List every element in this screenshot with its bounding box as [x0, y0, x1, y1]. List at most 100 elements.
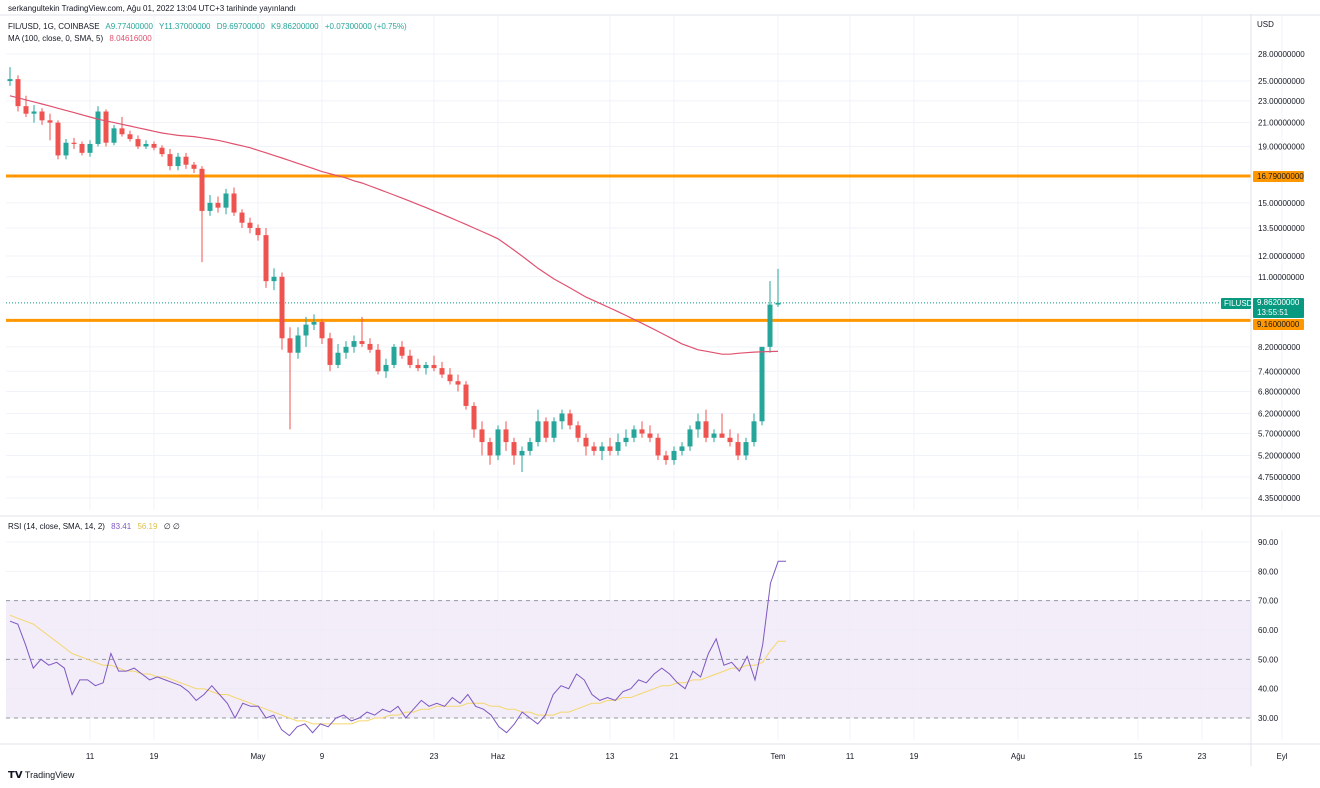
rsi-series [9, 560, 786, 737]
candle-body [663, 455, 669, 461]
candle-body [655, 437, 661, 456]
ohlc-change: +0.07300000 (+0.75%) [324, 22, 407, 31]
level-high-tag: 16.79000000 [1253, 171, 1304, 182]
rsi-tick-label: 60.00 [1258, 626, 1279, 635]
candle-body [591, 446, 597, 451]
candle-body [439, 368, 445, 375]
rsi-tick-label: 30.00 [1258, 714, 1279, 723]
candle-body [239, 212, 245, 223]
time-tick-label: 23 [430, 752, 439, 761]
time-tick-label: 19 [910, 752, 919, 761]
ma-legend: MA (100, close, 0, SMA, 5) 8.04616000 [8, 34, 156, 43]
candle-body [39, 111, 45, 121]
candle-body [15, 79, 21, 107]
candle-body [47, 120, 53, 123]
ma-label[interactable]: MA (100, close, 0, SMA, 5) [8, 34, 104, 43]
candle-body [199, 168, 205, 211]
candle-body [303, 324, 309, 336]
candle-body [271, 276, 277, 282]
candle-body [471, 405, 477, 430]
candle-body [111, 128, 117, 143]
candle-body [175, 156, 181, 167]
candle-body [95, 111, 101, 144]
brand-label: TradingView [24, 770, 75, 780]
candle-body [759, 346, 765, 422]
time-tick-label: 11 [846, 752, 855, 761]
time-tick-label: May [250, 752, 265, 761]
currency-label: USD [1257, 20, 1274, 29]
candle-body [519, 450, 525, 456]
tradingview-logo[interactable]: 𝗧𝗩 TradingView [8, 770, 74, 781]
candle-body [567, 413, 573, 426]
candle-body [143, 143, 149, 147]
time-tick-label: 21 [670, 752, 679, 761]
candle-body [775, 302, 781, 305]
symbol-label[interactable]: FIL/USD, 1G, COINBASE [8, 22, 100, 31]
candle-body [463, 384, 469, 406]
candle-body [575, 425, 581, 438]
candle-body [119, 128, 125, 135]
candle-body [391, 346, 397, 365]
candle-body [351, 341, 357, 347]
candle-body [247, 222, 253, 228]
rsi-tick-label: 50.00 [1258, 655, 1279, 664]
candle-body [423, 364, 429, 369]
candle-body [375, 349, 381, 372]
candle-body [647, 433, 653, 438]
price-tick-label: 6.20000000 [1258, 409, 1301, 418]
rsi-ma-value: 56.19 [137, 522, 158, 531]
price-tick-label: 5.70000000 [1258, 430, 1301, 439]
tv-logo-icon: 𝗧𝗩 [8, 770, 23, 781]
candle-body [415, 364, 421, 369]
candle-body [311, 322, 317, 325]
candle-body [71, 142, 77, 144]
candle-body [151, 143, 157, 148]
candle-body [159, 147, 165, 155]
rsi-band [6, 600, 1251, 718]
symbol-tag: FILUSD [1221, 298, 1252, 309]
time-tick-label: 15 [1134, 752, 1143, 761]
price-tick-label: 19.00000000 [1258, 142, 1305, 151]
candle-body [631, 429, 637, 438]
candlestick-series [7, 67, 781, 473]
candle-body [743, 442, 749, 456]
price-tick-label: 4.75000000 [1258, 473, 1301, 482]
candle-body [703, 421, 709, 438]
candle-body [431, 364, 437, 369]
candle-body [263, 235, 269, 282]
price-axis-ticks: 28.00000000 25.00000000 23.00000000 21.0000… [1258, 50, 1305, 503]
candle-body [495, 429, 501, 456]
candle-body [615, 442, 621, 451]
candle-body [31, 111, 37, 114]
candle-body [279, 276, 285, 339]
price-tick-label: 25.00000000 [1258, 77, 1305, 86]
candle-body [7, 79, 13, 82]
price-tick-label: 28.00000000 [1258, 50, 1305, 59]
publisher-line: serkangultekin TradingView.com, Ağu 01, … [8, 4, 296, 13]
candle-body [487, 442, 493, 456]
time-tick-label: 19 [150, 752, 159, 761]
candle-body [327, 338, 333, 365]
time-tick-label: 23 [1198, 752, 1207, 761]
candle-body [719, 433, 725, 438]
rsi-label[interactable]: RSI (14, close, SMA, 14, 2) [8, 522, 105, 531]
time-tick-label: Haz [491, 752, 505, 761]
candle-body [183, 156, 189, 165]
level-low-tag: 9.16000000 [1253, 319, 1304, 330]
price-tick-label: 5.20000000 [1258, 451, 1301, 460]
candle-body [231, 193, 237, 213]
horizontal-levels[interactable] [6, 174, 1251, 322]
candle-body [687, 429, 693, 447]
rsi-ma-line [9, 614, 786, 725]
candle-body [551, 421, 557, 438]
price-tick-label: 21.00000000 [1258, 119, 1305, 128]
candle-body [751, 421, 757, 443]
rsi-value: 83.41 [111, 522, 132, 531]
price-tick-label: 7.40000000 [1258, 367, 1301, 376]
price-tick-label: 13.50000000 [1258, 224, 1305, 233]
candle-body [479, 429, 485, 443]
candle-body [535, 421, 541, 443]
candle-body [623, 437, 629, 443]
time-tick-label: 9 [320, 752, 325, 761]
